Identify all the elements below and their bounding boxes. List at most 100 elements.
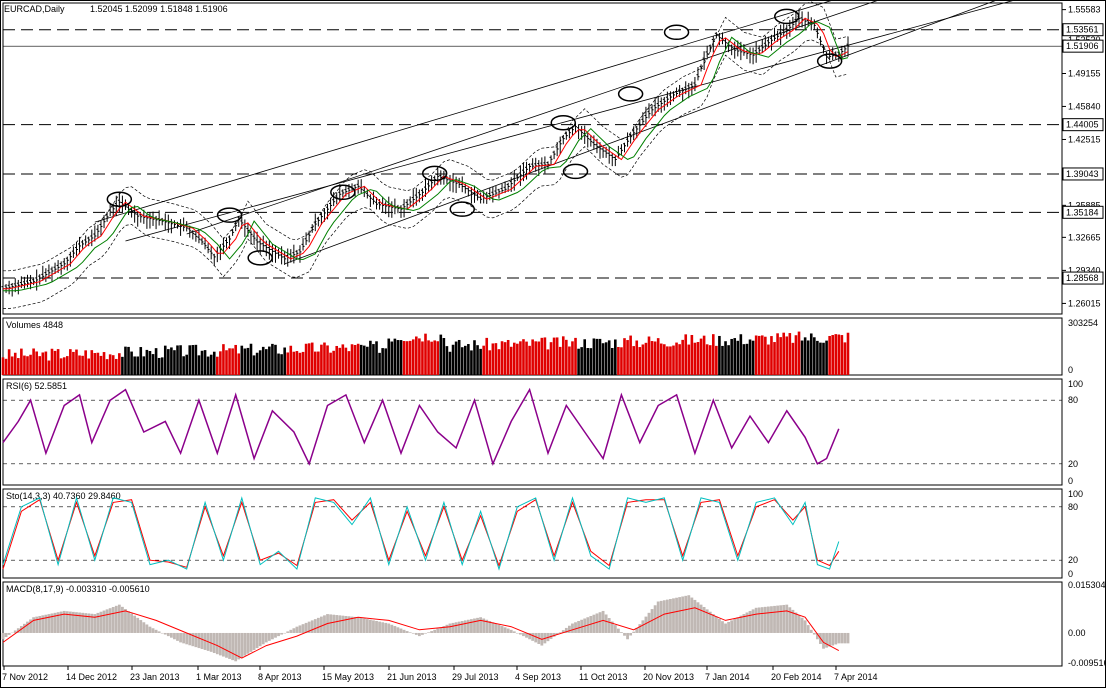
macd-histogram-bar [693,599,697,633]
volume-bar [81,355,84,375]
x-tick-label: 29 Jul 2013 [452,672,499,682]
macd-histogram-bar [561,630,565,633]
volume-bar [656,338,660,375]
price-panel[interactable]: 1.52045 1.52099 1.51848 1.51906 1.26015 1.… [0,0,1104,309]
macd-histogram-bar [44,614,48,633]
macd-histogram-bar [714,616,718,633]
macd-histogram-bar [356,617,360,633]
volume-bar [50,348,54,375]
volume-bar [121,356,124,375]
volume-bar [369,340,372,375]
macd-histogram-bar [111,607,115,633]
macd-histogram-bar [16,628,20,633]
macd-histogram-bar [607,618,611,633]
volume-bar [549,342,553,375]
macd-histogram-bar [417,632,421,637]
volume-bar [317,351,320,375]
volume-bar [402,341,406,375]
volume-bar [219,351,222,375]
volume-bar [546,349,550,375]
volume-bar [280,354,283,375]
macd-histogram-bar [166,632,170,637]
volume-bar [338,347,342,375]
macd-histogram-bar [246,632,250,654]
volume-bar [659,343,663,375]
volume-bar [500,341,504,375]
stochastic-panel[interactable]: Sto(14,3,3) 40.7360 29.8460 100 80 20 0 [2,489,1083,579]
macd-histogram-bar [185,632,189,645]
volume-panel[interactable]: Volumes 4848 0 303254 [1,318,1098,375]
volume-bar [185,354,188,375]
macd-histogram-bar [145,624,149,633]
volume-bar [846,332,850,375]
macd-histogram-bar [604,614,608,633]
macd-histogram-bar [724,623,727,633]
volume-bar [433,340,436,375]
macd-histogram-bar [675,597,678,633]
volume-bar [467,344,470,375]
macd-histogram-bar [659,600,663,633]
macd-histogram-bar [491,622,495,633]
volume-bar [629,335,632,375]
macd-histogram-bar [519,632,522,635]
macd-panel[interactable]: MACD(8,17,9) -0.003310 -0.005610 0.015304… [1,580,1106,668]
rsi-panel[interactable]: RSI(6) 52.5851 100 80 20 0 [2,379,1083,486]
volume-bar [222,344,225,375]
macd-histogram-bar [283,632,287,634]
x-axis: 7 Nov 2012 14 Dec 2012 23 Jan 2013 1 Mar 20… [2,666,878,682]
volume-bar [387,338,391,375]
macd-label: MACD(8,17,9) -0.003310 -0.005610 [6,584,150,594]
macd-histogram-bar [75,612,78,633]
volume-label: Volumes 4848 [6,320,63,330]
swing-point-ellipse [550,114,577,131]
macd-histogram-bar [105,609,109,633]
macd-histogram-bar [754,607,758,633]
macd-histogram-bar [396,627,400,633]
macd-histogram-bar [78,612,81,633]
macd-histogram-bar [626,632,629,640]
volume-bar [653,341,657,375]
volume-bar [687,344,691,375]
volume-bar [173,350,176,375]
volume-bar [828,335,831,375]
volume-bar [531,339,534,375]
swing-point-ellipse [247,250,273,266]
volume-bar [47,360,51,375]
volume-bar [344,347,348,375]
sto-panel-tick-label: 0 [1068,569,1073,579]
macd-histogram-bar [228,632,231,659]
volume-bar [822,342,825,375]
current-price-box [1062,39,1104,53]
volume-bar [362,345,366,375]
volume-bar [234,344,237,375]
volume-bar [684,334,688,375]
volume-bar [565,339,568,375]
volume-bar [323,342,326,375]
volume-bar [390,341,394,375]
macd-histogram-bar [427,632,430,633]
macd-histogram-bar [68,611,72,633]
macd-histogram-bar [632,631,636,633]
macd-histogram-bar [424,632,427,634]
macd-histogram-bar [405,631,409,633]
macd-histogram-bar [381,622,385,633]
macd-histogram-bar [825,632,828,648]
macd-histogram-bar [393,626,397,633]
macd-histogram-bar [252,632,256,650]
macd-histogram-bar [280,632,284,635]
volume-bar [439,334,443,375]
volume-bar [424,333,427,375]
volume-bar [436,341,440,375]
macd-histogram-bar [696,602,700,633]
macd-histogram-bar [620,632,623,633]
volume-bar [632,346,635,375]
macd-histogram-bar [218,632,222,656]
volume-bar [785,336,789,375]
volume-bar [512,342,516,375]
macd-histogram-bar [525,632,528,638]
swing-point-ellipse [449,201,475,217]
volume-bar [800,340,804,375]
volume-bar [240,345,244,375]
volume-bar [736,340,740,375]
